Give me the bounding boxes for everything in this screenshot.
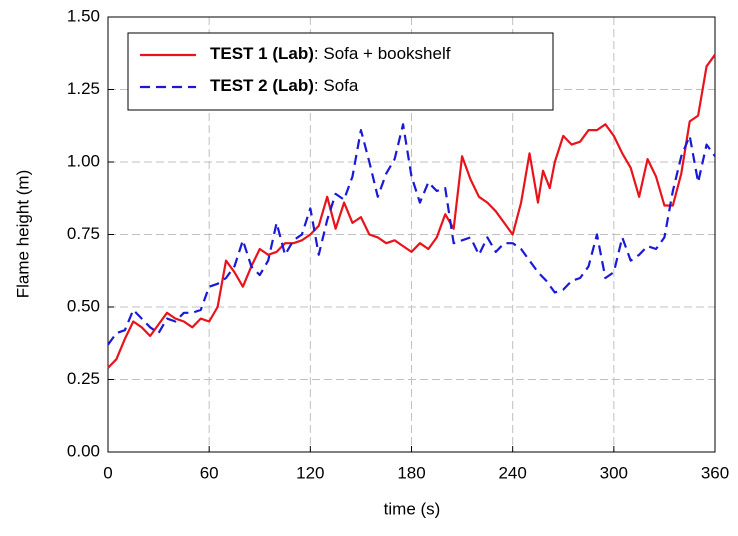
legend-label: TEST 1 (Lab): Sofa + bookshelf: [210, 44, 451, 63]
legend-label: TEST 2 (Lab): Sofa: [210, 76, 359, 95]
y-tick-label: 1.00: [67, 151, 100, 170]
x-tick-label: 240: [498, 463, 526, 482]
x-tick-label: 180: [397, 463, 425, 482]
y-tick-label: 0.25: [67, 369, 100, 388]
y-tick-label: 1.25: [67, 79, 100, 98]
y-tick-label: 0.75: [67, 224, 100, 243]
y-tick-label: 0.50: [67, 296, 100, 315]
x-axis-label: time (s): [384, 499, 441, 518]
plot-frame: [107, 16, 716, 453]
x-tick-label: 0: [103, 463, 112, 482]
x-tick-label: 300: [600, 463, 628, 482]
y-tick-label: 1.50: [67, 6, 100, 25]
legend-box: [127, 32, 554, 111]
x-tick-label: 120: [296, 463, 324, 482]
y-tick-label: 0.00: [67, 441, 100, 460]
x-tick-label: 60: [200, 463, 219, 482]
y-axis-label: Flame height (m): [13, 170, 32, 298]
series-line: [107, 54, 716, 369]
x-tick-label: 360: [701, 463, 729, 482]
